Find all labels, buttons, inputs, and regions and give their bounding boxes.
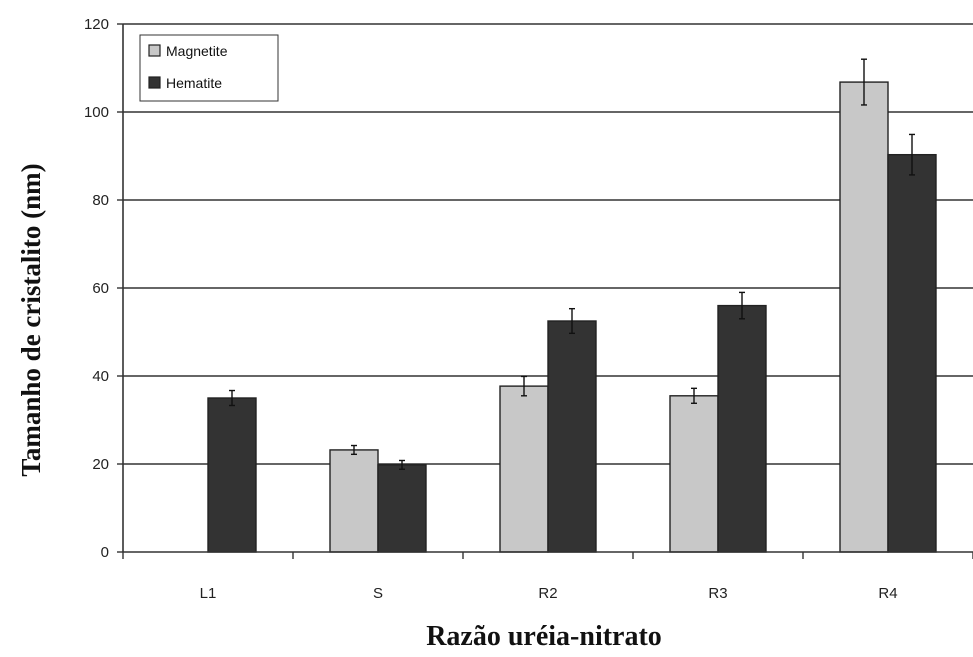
- bar-hematite-r2: [547, 320, 597, 553]
- bar-hematite-r4: [887, 153, 937, 553]
- x-tick-label: R3: [708, 585, 727, 602]
- legend: Magnetite Hematite: [139, 34, 279, 102]
- y-tick-label: 20: [92, 456, 109, 473]
- bar-magnetite-r2: [499, 385, 549, 553]
- y-tick-label: 120: [84, 16, 109, 33]
- x-tick-label: L1: [200, 585, 217, 602]
- y-tick-label: 60: [92, 280, 109, 297]
- legend-swatch-magnetite: [148, 44, 161, 57]
- y-axis-label: Tamanho de cristalito (nm): [16, 163, 46, 476]
- x-tick-label: S: [373, 585, 383, 602]
- x-axis-label: Razão uréia-nitrato: [426, 621, 662, 652]
- error-bars: [229, 58, 915, 470]
- x-tick-labels: L1 S R2 R3 R4: [200, 585, 898, 602]
- legend-label-magnetite: Magnetite: [166, 43, 228, 59]
- legend-label-hematite: Hematite: [166, 75, 222, 91]
- legend-box: [139, 34, 279, 102]
- bar-hematite-l1: [207, 397, 257, 553]
- legend-swatch-hematite: [148, 76, 161, 89]
- bar-magnetite-r3: [669, 395, 719, 553]
- y-tick-label: 40: [92, 368, 109, 385]
- y-tick-label: 80: [92, 192, 109, 209]
- y-tick-label: 100: [84, 104, 109, 121]
- y-tick-labels: 0 20 40 60 80 100 120: [84, 16, 109, 561]
- y-tick-label: 0: [101, 544, 109, 561]
- bars: [207, 81, 937, 553]
- gridlines: [117, 23, 973, 553]
- bar-magnetite-r4: [839, 81, 889, 553]
- x-tick-label: R4: [878, 585, 897, 602]
- bar-hematite-s: [377, 464, 427, 553]
- axes: [122, 24, 973, 559]
- bar-hematite-r3: [717, 304, 767, 553]
- bar-magnetite-s: [329, 449, 379, 553]
- x-tick-label: R2: [538, 585, 557, 602]
